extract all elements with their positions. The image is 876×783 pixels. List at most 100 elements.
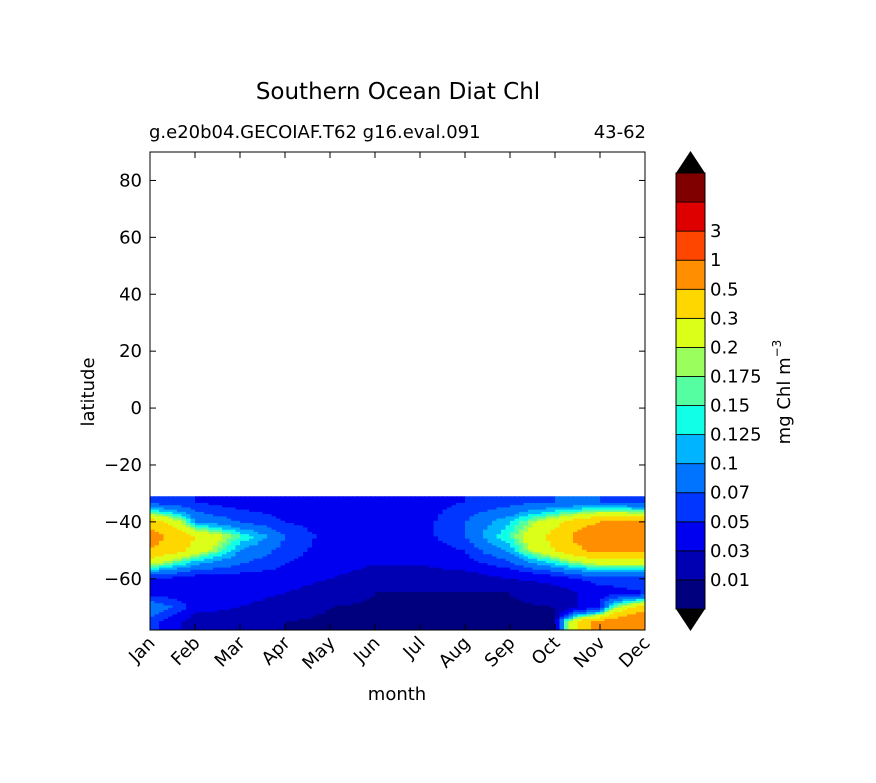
contour-cell	[262, 547, 268, 551]
contour-cell	[217, 545, 223, 549]
contour-cell	[150, 567, 156, 571]
contour-cell	[222, 536, 228, 540]
contour-cell	[366, 551, 372, 555]
contour-cell	[204, 496, 210, 500]
contour-cell	[433, 583, 439, 587]
contour-cell	[357, 540, 363, 544]
contour-cell	[609, 585, 615, 589]
contour-cell	[352, 592, 358, 595]
contour-cell	[501, 500, 507, 504]
contour-cell	[213, 536, 219, 540]
contour-cell	[514, 556, 520, 560]
contour-cell	[447, 583, 453, 587]
contour-cell	[537, 556, 543, 560]
contour-cell	[582, 556, 588, 560]
contour-cell	[226, 543, 232, 546]
contour-cell	[586, 511, 592, 515]
contour-cell	[276, 587, 282, 591]
contour-cell	[321, 554, 327, 558]
contour-cell	[631, 534, 637, 537]
contour-cell	[627, 572, 633, 575]
contour-cell	[208, 594, 214, 598]
contour-cell	[235, 527, 241, 531]
contour-cell	[460, 543, 466, 546]
contour-cell	[510, 587, 516, 591]
contour-cell	[397, 567, 403, 571]
contour-cell	[357, 558, 363, 562]
contour-cell	[343, 496, 349, 500]
contour-cell	[600, 529, 606, 533]
contour-cell	[325, 576, 331, 580]
contour-cell	[267, 538, 273, 542]
contour-cell	[573, 585, 579, 589]
contour-cell	[546, 505, 552, 509]
contour-cell	[235, 578, 241, 582]
contour-cell	[271, 502, 277, 506]
contour-cell	[465, 534, 471, 537]
contour-cell	[613, 580, 619, 584]
contour-cell	[195, 540, 201, 544]
contour-cell	[316, 527, 322, 531]
contour-cell	[456, 514, 462, 517]
contour-cell	[604, 551, 610, 555]
contour-cell	[469, 498, 475, 502]
contour-cell	[240, 496, 246, 500]
contour-cell	[330, 596, 336, 600]
contour-cell	[154, 531, 160, 535]
contour-cell	[510, 549, 516, 553]
contour-cell	[384, 594, 390, 598]
contour-cell	[519, 578, 525, 582]
contour-cell	[240, 589, 246, 593]
contour-cell	[447, 585, 453, 589]
contour-cell	[537, 505, 543, 509]
contour-cell	[631, 498, 637, 502]
contour-cell	[429, 576, 435, 580]
contour-cell	[559, 540, 565, 544]
contour-cell	[528, 558, 534, 562]
contour-cell	[357, 502, 363, 506]
contour-cell	[501, 592, 507, 595]
contour-cell	[150, 551, 156, 555]
contour-cell	[163, 529, 169, 533]
contour-cell	[429, 536, 435, 540]
contour-cell	[280, 572, 286, 575]
contour-cell	[627, 505, 633, 509]
contour-cell	[177, 556, 183, 560]
contour-cell	[172, 534, 178, 537]
contour-cell	[235, 498, 241, 502]
contour-cell	[352, 580, 358, 584]
contour-cell	[280, 518, 286, 522]
contour-cell	[622, 520, 628, 524]
contour-cell	[564, 549, 570, 553]
contour-cell	[303, 534, 309, 537]
contour-cell	[334, 556, 340, 560]
contour-cell	[321, 549, 327, 553]
contour-cell	[406, 576, 412, 580]
contour-cell	[568, 565, 574, 569]
contour-cell	[199, 567, 205, 571]
contour-cell	[348, 496, 354, 500]
contour-cell	[456, 569, 462, 573]
contour-cell	[438, 543, 444, 546]
contour-cell	[429, 572, 435, 575]
contour-cell	[289, 578, 295, 582]
contour-cell	[366, 516, 372, 520]
contour-cell	[438, 594, 444, 598]
contour-cell	[231, 540, 237, 544]
contour-cell	[424, 516, 430, 520]
contour-cell	[474, 576, 480, 580]
contour-cell	[496, 509, 502, 513]
contour-cell	[568, 516, 574, 520]
contour-cell	[487, 560, 493, 564]
contour-cell	[415, 505, 421, 509]
contour-cell	[316, 589, 322, 593]
contour-cell	[402, 527, 408, 531]
contour-cell	[190, 556, 196, 560]
contour-cell	[622, 509, 628, 513]
contour-cell	[600, 538, 606, 542]
contour-cell	[217, 534, 223, 537]
contour-cell	[402, 540, 408, 544]
contour-cell	[249, 578, 255, 582]
contour-cell	[604, 578, 610, 582]
contour-cell	[406, 592, 412, 595]
